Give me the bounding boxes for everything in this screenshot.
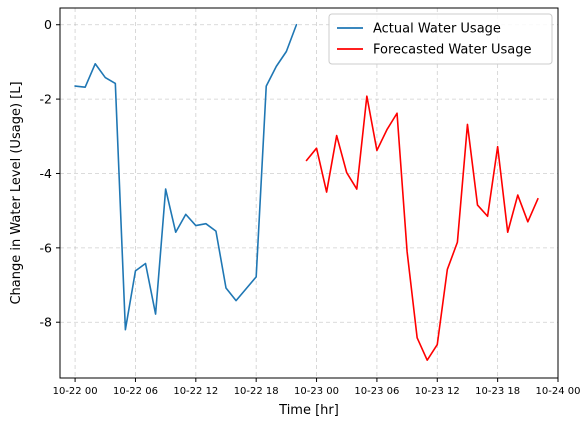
y-axis: 0 -2 -4 -6 -8 (40, 17, 60, 330)
x-axis: 10-22 00 10-22 06 10-22 12 10-22 18 10-23 00… (53, 378, 581, 397)
x-tick-label: 10-22 06 (113, 386, 158, 397)
series-line-actual (74, 23, 298, 331)
x-tick-label: 10-23 06 (354, 386, 399, 397)
x-tick-label: 10-22 18 (234, 386, 279, 397)
x-axis-label: Time [hr] (278, 403, 339, 418)
y-tick-label: -2 (40, 92, 52, 107)
y-tick-label: -4 (40, 166, 53, 181)
x-tick-label: 10-22 00 (53, 386, 98, 397)
series-line-forecast (305, 95, 539, 361)
x-tick-label: 10-24 00 (536, 386, 581, 397)
y-tick-label: -6 (40, 240, 53, 255)
x-tick-label: 10-23 00 (294, 386, 339, 397)
y-tick-label: 0 (44, 17, 52, 32)
plot-frame (59, 7, 559, 379)
legend-label-actual: Actual Water Usage (373, 22, 501, 37)
y-tick-label: -8 (40, 315, 53, 330)
x-tick-label: 10-22 12 (173, 386, 218, 397)
legend-label-forecast: Forecasted Water Usage (373, 43, 531, 58)
legend: Actual Water Usage Forecasted Water Usag… (328, 13, 553, 65)
series-layer (74, 23, 539, 361)
x-tick-label: 10-23 12 (415, 386, 460, 397)
y-axis-label: Change in Water Level (Usage) [L] (9, 81, 24, 304)
legend-box (328, 13, 553, 65)
x-tick-label: 10-23 18 (475, 386, 520, 397)
